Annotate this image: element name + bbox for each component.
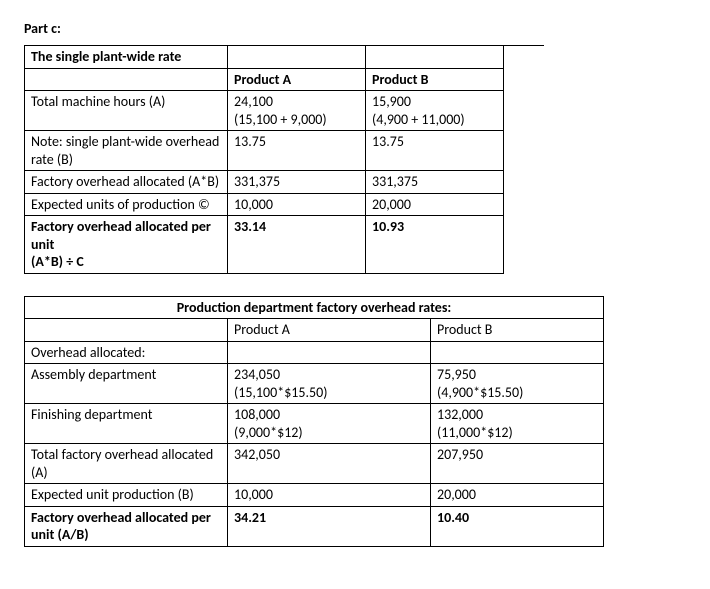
row-label: Expected units of production ©: [25, 193, 228, 216]
table-row: Total machine hours (A)24,100(15,100 + 9…: [25, 91, 545, 131]
table-row: Overhead allocated:: [25, 341, 604, 364]
cell-product-b: 331,375: [366, 171, 504, 194]
row-label: Factory overhead allocated (A*B): [25, 171, 228, 194]
cell-product-a: 33.14: [228, 216, 366, 274]
row-label: Total machine hours (A): [25, 91, 228, 131]
cell-product-b: 10.40: [431, 506, 604, 546]
table-row: Production department factory overhead r…: [25, 296, 604, 319]
table-single-plant-rate: The single plant-wide rate Product A Pro…: [24, 45, 544, 274]
cell-empty: [25, 319, 228, 342]
table-row: Finishing department108,000(9,000*$12)13…: [25, 404, 604, 444]
cell-product-a: 342,050: [228, 444, 431, 484]
cell-tail: [504, 193, 545, 216]
cell-tail: [504, 131, 545, 171]
cell-product-a: 34.21: [228, 506, 431, 546]
table-dept-overhead-rates: Production department factory overhead r…: [24, 296, 604, 547]
row-label: Finishing department: [25, 404, 228, 444]
cell-tail: [504, 216, 545, 274]
row-label: Overhead allocated:: [25, 341, 228, 364]
table-row: Expected unit production (B)10,00020,000: [25, 484, 604, 507]
cell-product-a: 108,000(9,000*$12): [228, 404, 431, 444]
cell-product-a: 331,375: [228, 171, 366, 194]
cell-product-b: 207,950: [431, 444, 604, 484]
header-product-a: Product A: [228, 319, 431, 342]
table-row: Factory overhead allocated per unit (A/B…: [25, 506, 604, 546]
cell-empty: [25, 68, 228, 91]
header-product-b: Product B: [366, 68, 504, 91]
cell-product-b: 132,000(11,000*$12): [431, 404, 604, 444]
cell-product-b: 13.75: [366, 131, 504, 171]
table-row: Total factory overhead allocated (A)342,…: [25, 444, 604, 484]
cell-product-a: 24,100(15,100 + 9,000): [228, 91, 366, 131]
header-product-a: Product A: [228, 68, 366, 91]
row-label: Assembly department: [25, 364, 228, 404]
header-product-b: Product B: [431, 319, 604, 342]
cell-product-b: [431, 341, 604, 364]
table-row: Product A Product B: [25, 68, 545, 91]
cell-product-a: 10,000: [228, 193, 366, 216]
table2-title: Production department factory overhead r…: [25, 296, 604, 319]
cell-product-a: [228, 341, 431, 364]
cell-product-b: 20,000: [431, 484, 604, 507]
cell-product-a: 13.75: [228, 131, 366, 171]
table-row: Factory overhead allocated (A*B)331,3753…: [25, 171, 545, 194]
cell-tail: [504, 91, 545, 131]
cell-product-b: 10.93: [366, 216, 504, 274]
cell-product-a: 10,000: [228, 484, 431, 507]
table-row: Factory overhead allocated per unit(A*B)…: [25, 216, 545, 274]
row-label: Factory overhead allocated per unit (A/B…: [25, 506, 228, 546]
cell-tail: [504, 68, 545, 91]
cell-tail: [504, 46, 545, 69]
cell-empty: [228, 46, 366, 69]
table-row: Note: single plant-wide overhead rate (B…: [25, 131, 545, 171]
cell-product-b: 20,000: [366, 193, 504, 216]
table-row: Product A Product B: [25, 319, 604, 342]
row-label: Expected unit production (B): [25, 484, 228, 507]
cell-tail: [504, 171, 545, 194]
row-label: Factory overhead allocated per unit(A*B)…: [25, 216, 228, 274]
table1-title: The single plant-wide rate: [25, 46, 228, 69]
cell-product-b: 15,900(4,900 + 11,000): [366, 91, 504, 131]
cell-product-b: 75,950(4,900*$15.50): [431, 364, 604, 404]
table-row: Assembly department234,050(15,100*$15.50…: [25, 364, 604, 404]
part-label: Part c:: [24, 20, 686, 37]
table-row: The single plant-wide rate: [25, 46, 545, 69]
row-label: Total factory overhead allocated (A): [25, 444, 228, 484]
cell-product-a: 234,050(15,100*$15.50): [228, 364, 431, 404]
table-row: Expected units of production ©10,00020,0…: [25, 193, 545, 216]
row-label: Note: single plant-wide overhead rate (B…: [25, 131, 228, 171]
cell-empty: [366, 46, 504, 69]
